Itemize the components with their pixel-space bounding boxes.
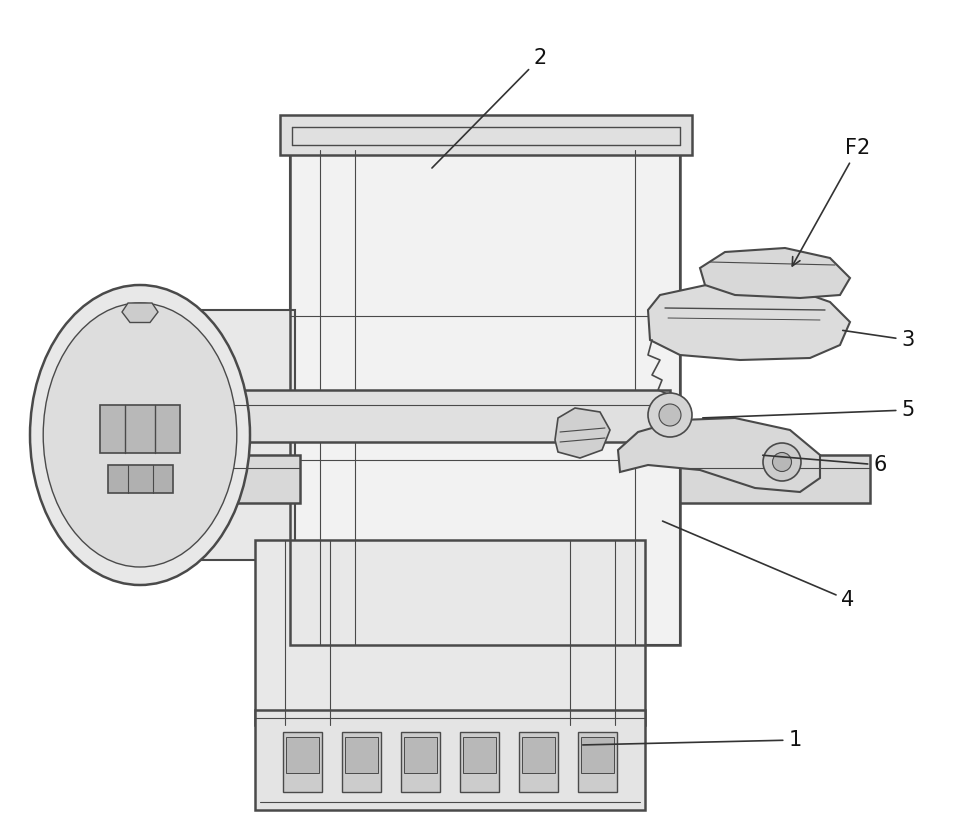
Polygon shape: [618, 418, 820, 492]
Polygon shape: [555, 408, 610, 458]
Polygon shape: [122, 303, 158, 323]
Text: 4: 4: [662, 521, 855, 610]
Ellipse shape: [43, 303, 236, 567]
Polygon shape: [700, 248, 850, 298]
Bar: [463, 737, 496, 773]
Bar: [404, 737, 436, 773]
Bar: [115, 310, 295, 560]
Text: 2: 2: [432, 48, 546, 168]
Bar: [343, 732, 381, 792]
Bar: [100, 405, 180, 453]
Bar: [108, 465, 173, 493]
Text: 3: 3: [843, 330, 915, 350]
Circle shape: [763, 443, 801, 481]
Bar: [401, 732, 439, 792]
Text: 5: 5: [702, 400, 915, 420]
Bar: [345, 737, 378, 773]
Bar: [680, 455, 870, 503]
Bar: [55, 455, 300, 503]
Circle shape: [659, 404, 681, 426]
Text: F2: F2: [792, 138, 871, 266]
Circle shape: [648, 393, 692, 437]
Bar: [520, 732, 558, 792]
Bar: [290, 150, 680, 645]
Bar: [55, 390, 670, 442]
Bar: [286, 737, 319, 773]
Bar: [255, 540, 645, 725]
Text: 6: 6: [763, 455, 887, 475]
Circle shape: [772, 452, 791, 471]
Bar: [578, 732, 616, 792]
Bar: [290, 150, 680, 645]
Ellipse shape: [30, 285, 250, 585]
Bar: [460, 732, 499, 792]
Bar: [581, 737, 613, 773]
Polygon shape: [648, 282, 850, 360]
Text: 1: 1: [583, 730, 802, 750]
Bar: [255, 710, 645, 810]
Bar: [283, 732, 322, 792]
Bar: [523, 737, 555, 773]
Bar: [280, 115, 692, 155]
